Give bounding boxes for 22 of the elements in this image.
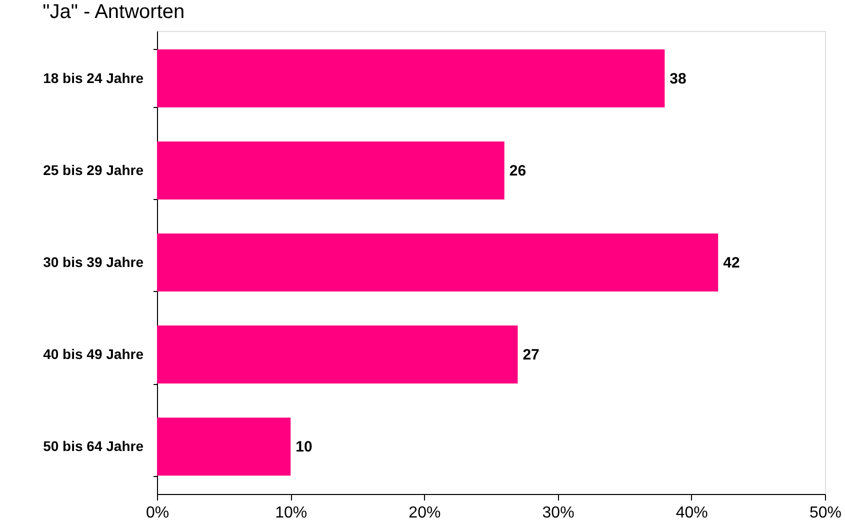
data-label: 10 [296, 438, 312, 456]
x-tick-label: 20% [408, 504, 441, 522]
bar [157, 141, 504, 200]
bar [157, 418, 291, 476]
data-label: 42 [723, 254, 740, 272]
x-tick-label: 30% [542, 504, 574, 522]
chart-title: "Ja" - Antworten [42, 1, 185, 23]
y-tick-label: 30 bis 39 Jahre [43, 254, 144, 270]
data-label: 38 [670, 70, 686, 88]
data-label: 26 [509, 162, 526, 180]
data-label: 27 [522, 346, 540, 364]
x-tick-label: 0% [146, 504, 170, 522]
y-tick-label: 18 bis 24 Jahre [43, 70, 144, 86]
bar [157, 49, 665, 108]
y-tick-label: 50 bis 64 Jahre [43, 438, 144, 454]
y-tick-label: 40 bis 49 Jahre [43, 346, 144, 362]
y-tick-label: 25 bis 29 Jahre [43, 162, 144, 178]
bar [157, 326, 518, 384]
bar [157, 234, 718, 292]
x-tick-label: 50% [809, 504, 842, 522]
x-tick-label: 40% [676, 504, 708, 522]
x-tick-label: 10% [275, 504, 308, 522]
